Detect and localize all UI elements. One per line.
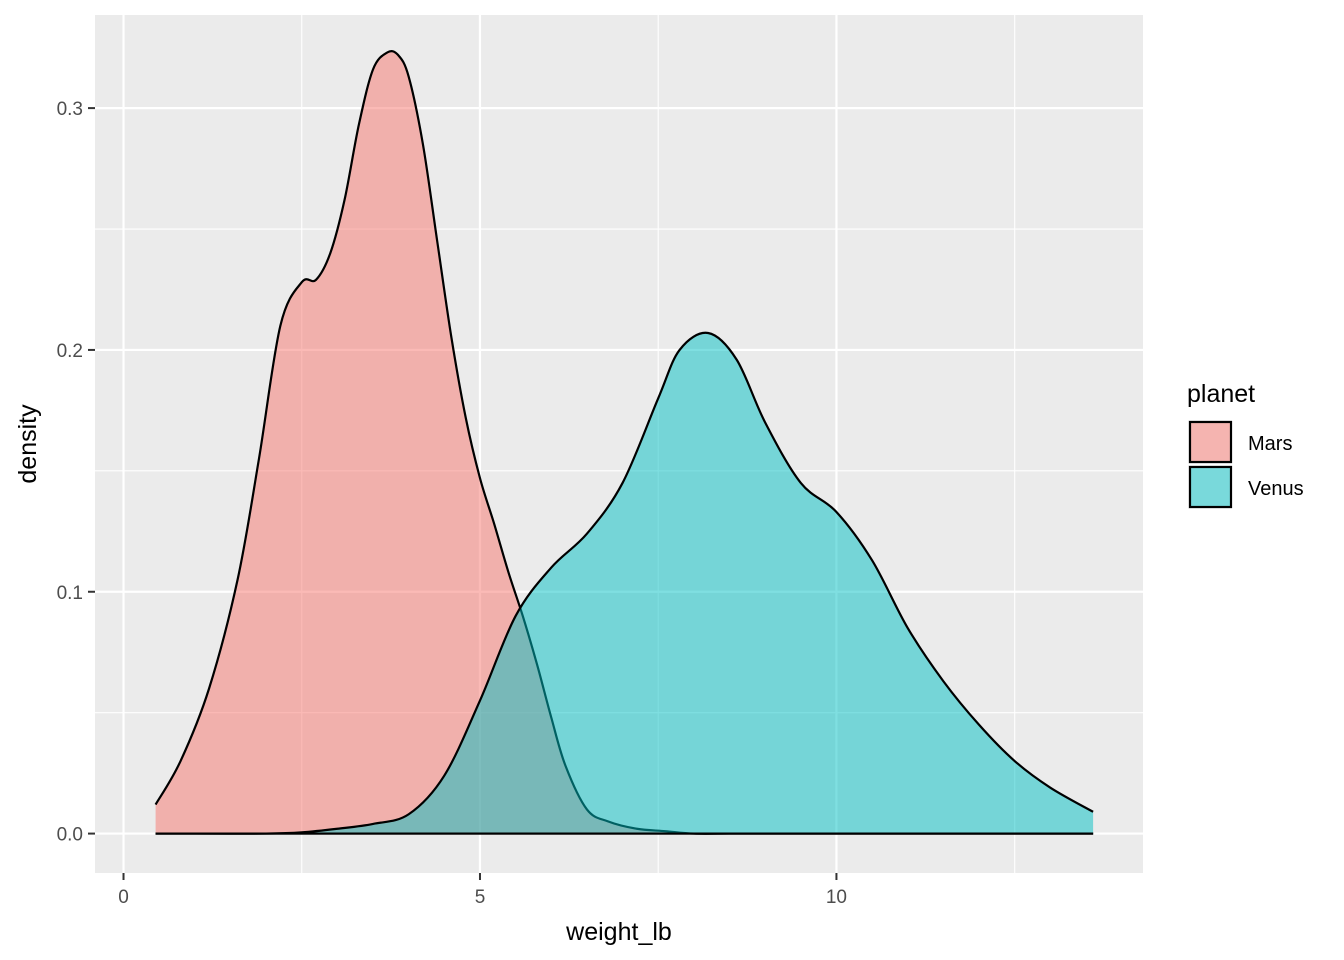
x-tick-labels: 0 5 10 — [118, 887, 847, 908]
density-area-venus — [155, 332, 1094, 834]
x-axis-title: weight_lb — [565, 918, 672, 946]
legend-title: planet — [1187, 380, 1255, 408]
y-axis-title: density — [14, 404, 42, 484]
y-tick-label: 0.2 — [57, 341, 83, 362]
legend: planet Mars Venus — [1187, 380, 1304, 509]
axis-ticks — [88, 107, 838, 880]
y-tick-label: 0.0 — [57, 825, 83, 846]
density-areas — [154, 50, 1094, 835]
y-tick-labels: 0.0 0.1 0.2 0.3 — [57, 99, 83, 845]
x-tick-label: 0 — [118, 887, 129, 908]
legend-swatch-mars — [1188, 420, 1233, 464]
legend-label-mars: Mars — [1248, 433, 1292, 455]
density-line-venus — [155, 331, 1094, 835]
y-tick-label: 0.3 — [57, 99, 83, 120]
legend-items: Mars Venus — [1188, 420, 1304, 509]
legend-label-venus: Venus — [1248, 478, 1304, 500]
density-area-mars — [155, 51, 1094, 834]
x-tick-label: 10 — [826, 887, 847, 908]
x-tick-label: 5 — [475, 887, 486, 908]
legend-swatch-venus — [1188, 465, 1233, 509]
y-tick-label: 0.1 — [57, 583, 83, 604]
